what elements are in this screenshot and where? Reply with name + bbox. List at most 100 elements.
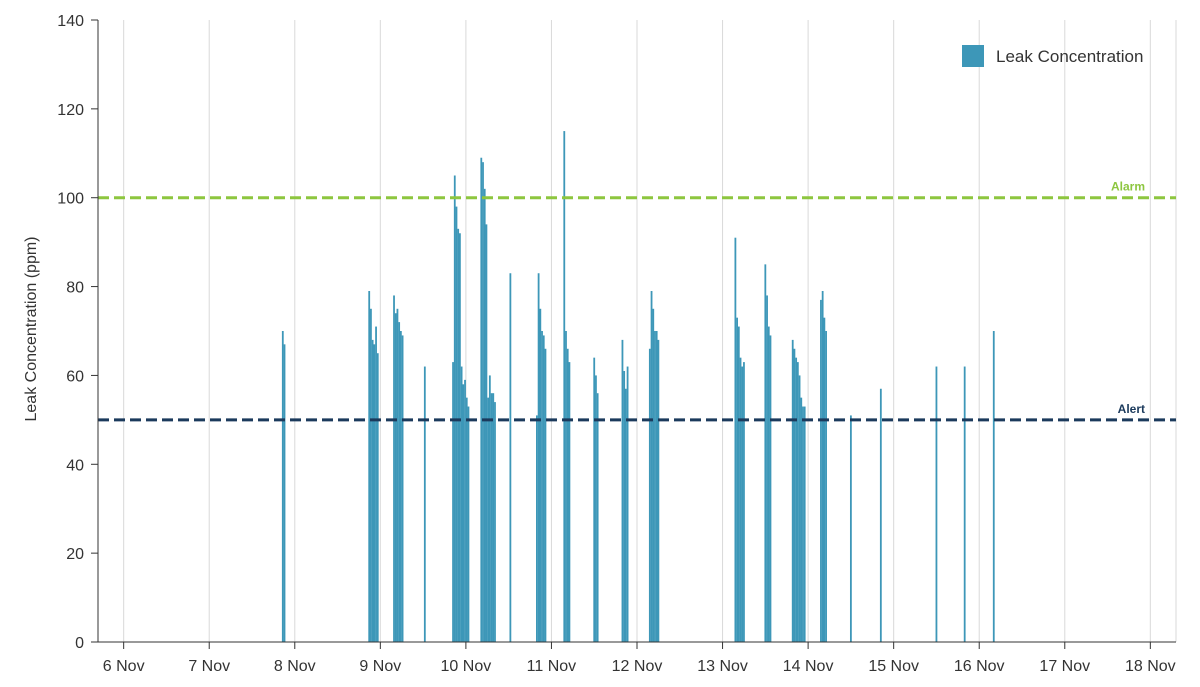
x-tick-label: 17 Nov — [1039, 658, 1090, 675]
x-tick-label: 11 Nov — [527, 658, 577, 675]
legend-swatch — [962, 45, 984, 67]
data-bar — [764, 264, 767, 642]
data-bar — [542, 335, 545, 642]
data-bar — [423, 366, 426, 642]
data-bar — [769, 335, 772, 642]
data-bar — [657, 339, 660, 642]
data-bar — [736, 317, 738, 642]
data-bar — [537, 273, 540, 642]
data-bar — [460, 366, 463, 642]
data-bar — [793, 348, 796, 642]
data-bar — [791, 339, 794, 642]
data-bar — [539, 308, 542, 642]
y-tick-label: 20 — [66, 546, 84, 563]
reference-label-alarm: Alarm — [1111, 180, 1145, 194]
y-tick-label: 0 — [75, 635, 84, 652]
data-bar — [492, 393, 495, 642]
data-bar — [401, 335, 404, 642]
data-bar — [399, 331, 402, 642]
x-axis-ticks: 6 Nov 7 Nov 8 Nov 9 Nov 10 Nov 11 Nov 12 Nov 13… — [103, 642, 1176, 675]
data-bar — [393, 295, 395, 642]
data-bar — [467, 406, 470, 642]
data-bar — [596, 393, 599, 642]
data-bar — [373, 344, 376, 642]
data-bar — [767, 326, 770, 642]
y-tick-label: 60 — [66, 368, 84, 385]
x-tick-label: 16 Nov — [954, 658, 1005, 675]
x-tick-label: 12 Nov — [612, 658, 663, 675]
y-tick-label: 120 — [57, 102, 84, 119]
y-tick-label: 100 — [57, 191, 84, 208]
x-tick-label: 13 Nov — [697, 658, 748, 675]
x-tick-label: 14 Nov — [783, 658, 834, 675]
data-bar — [741, 366, 744, 642]
data-bar — [593, 357, 596, 642]
data-bar — [737, 326, 740, 642]
data-bar — [743, 362, 745, 642]
data-bar — [655, 331, 658, 642]
data-bar — [849, 415, 852, 642]
data-bar — [541, 331, 543, 642]
data-bar — [821, 291, 824, 642]
data-bar — [371, 339, 374, 642]
data-bar — [394, 313, 397, 642]
data-bar — [739, 357, 742, 642]
data-bar — [490, 393, 493, 642]
x-tick-label: 9 Nov — [359, 658, 401, 675]
data-bar — [823, 317, 826, 642]
data-bar — [398, 322, 401, 642]
data-bar — [652, 308, 655, 642]
data-bar — [654, 331, 656, 642]
bar-series — [281, 131, 995, 643]
data-bar — [459, 233, 461, 642]
data-bar — [803, 406, 806, 642]
data-bar — [800, 397, 803, 642]
data-bar — [802, 406, 804, 642]
y-axis-ticks: 0 20 40 60 80 100 120 140 — [57, 13, 98, 652]
data-bar — [487, 397, 490, 642]
x-tick-label: 6 Nov — [103, 658, 145, 675]
data-bar — [879, 388, 882, 642]
data-bar — [963, 366, 966, 642]
data-bar — [453, 175, 456, 642]
data-bar — [992, 331, 995, 642]
data-bar — [796, 362, 799, 642]
data-bar — [485, 224, 488, 642]
data-bar — [565, 331, 567, 642]
data-bar — [626, 366, 629, 642]
reference-label-alert: Alert — [1118, 402, 1145, 416]
data-bar — [621, 339, 624, 642]
data-bar — [624, 388, 627, 642]
reference-lines: Alarm Alert — [98, 180, 1176, 422]
x-tick-label: 10 Nov — [441, 658, 492, 675]
data-bar — [648, 348, 651, 642]
data-bar — [396, 308, 399, 642]
data-bar — [820, 299, 822, 642]
data-bar — [482, 162, 484, 642]
data-bar — [798, 375, 801, 642]
data-bar — [566, 348, 569, 642]
grid-lines — [123, 20, 1177, 642]
y-tick-label: 80 — [66, 280, 84, 297]
data-bar — [536, 415, 538, 642]
data-bar — [488, 375, 491, 642]
data-bar — [370, 308, 372, 642]
data-bar — [455, 206, 458, 642]
x-tick-label: 18 Nov — [1125, 658, 1176, 675]
data-bar — [734, 237, 737, 642]
data-bar — [457, 228, 460, 643]
y-axis-label: Leak Concentration (ppm) — [23, 237, 40, 422]
data-bar — [376, 353, 379, 642]
data-bar — [766, 295, 768, 642]
data-bar — [568, 362, 571, 642]
data-bar — [480, 157, 483, 642]
data-bar — [650, 291, 653, 642]
data-bar — [464, 379, 466, 642]
data-bar — [283, 344, 286, 642]
legend[interactable]: Leak Concentration — [962, 45, 1143, 67]
legend-label: Leak Concentration — [996, 47, 1143, 66]
data-bar — [544, 348, 547, 642]
data-bar — [368, 291, 371, 642]
data-bar — [483, 188, 486, 643]
